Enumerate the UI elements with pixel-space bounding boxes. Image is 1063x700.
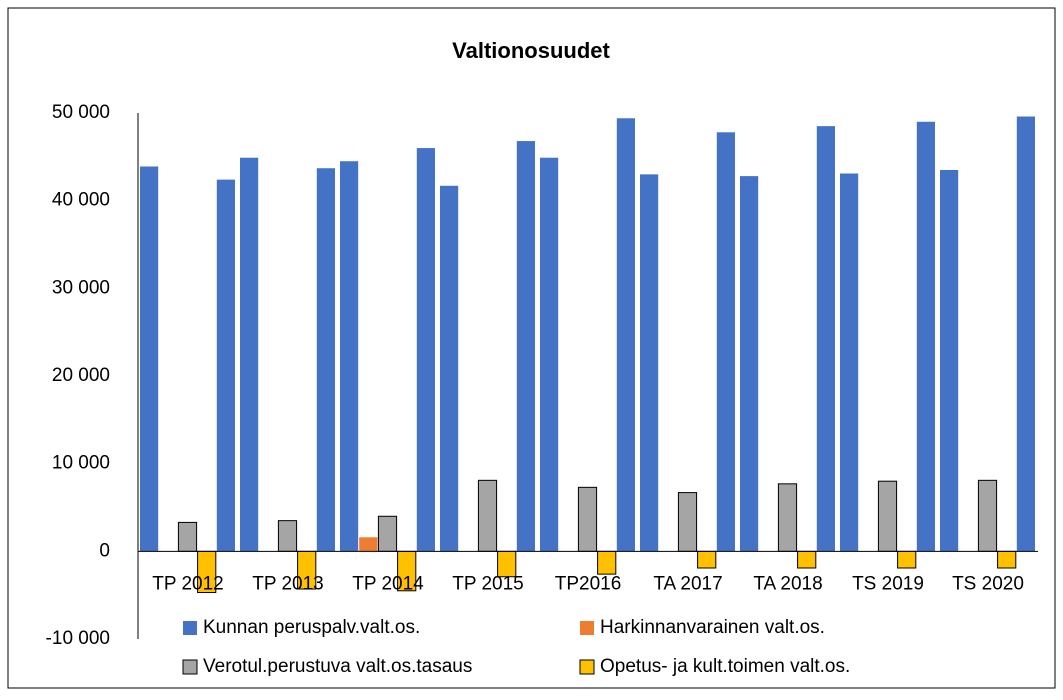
bar (440, 185, 459, 552)
bar (477, 479, 498, 552)
bar (640, 174, 659, 552)
y-tick-label: 10 000 (52, 453, 110, 474)
y-tick-label: 30 000 (52, 277, 110, 298)
legend-label: Kunnan peruspalv.valt.os. (203, 617, 420, 638)
x-tick-label: TP 2015 (452, 573, 523, 594)
bar (740, 176, 759, 552)
bar (797, 550, 817, 569)
bar (777, 483, 798, 552)
bar (577, 486, 598, 552)
x-tick-label: TS 2020 (952, 573, 1024, 594)
bar (916, 121, 935, 552)
bar (516, 141, 535, 552)
x-tick-label: TP2016 (555, 573, 622, 594)
bar (316, 168, 335, 552)
legend-swatch (182, 659, 198, 675)
x-tick-label: TA 2017 (653, 573, 722, 594)
bar (940, 169, 959, 552)
bar (897, 550, 917, 569)
bar (977, 479, 998, 552)
bar (597, 550, 617, 575)
bar (416, 148, 435, 552)
bar (716, 132, 735, 552)
y-tick-label: -10 000 (46, 628, 110, 649)
bar (340, 161, 359, 552)
chart-title: Valtionosuudet (452, 38, 610, 63)
bar (816, 126, 835, 552)
bar (616, 118, 635, 552)
legend-label: Verotul.perustuva valt.os.tasaus (203, 656, 472, 677)
legend-label: Opetus- ja kult.toimen valt.os. (600, 656, 850, 677)
y-tick-label: 40 000 (52, 190, 110, 211)
bar (177, 521, 198, 552)
x-tick-label: TA 2018 (753, 573, 822, 594)
legend-swatch (580, 621, 594, 635)
x-tick-label: TP 2014 (352, 573, 424, 594)
x-tick-label: TS 2019 (852, 573, 924, 594)
bar (240, 157, 259, 552)
y-tick-label: 20 000 (52, 365, 110, 386)
bar (277, 520, 298, 552)
x-tick-label: TP 2012 (152, 573, 223, 594)
bar (1016, 116, 1035, 552)
bar (997, 550, 1017, 569)
y-tick-label: 0 (99, 540, 110, 561)
legend-swatch (183, 621, 197, 635)
y-tick-label: 50 000 (52, 102, 110, 123)
legend-label: Harkinnanvarainen valt.os. (600, 617, 825, 638)
legend-swatch (579, 659, 595, 675)
bar (540, 157, 559, 552)
bar (840, 173, 859, 552)
bar (877, 480, 898, 552)
bar (140, 166, 159, 552)
x-tick-label: TP 2013 (252, 573, 323, 594)
bar (216, 179, 235, 552)
bar (677, 492, 698, 552)
bar (697, 550, 717, 569)
bar (359, 537, 378, 552)
bar (377, 515, 398, 552)
